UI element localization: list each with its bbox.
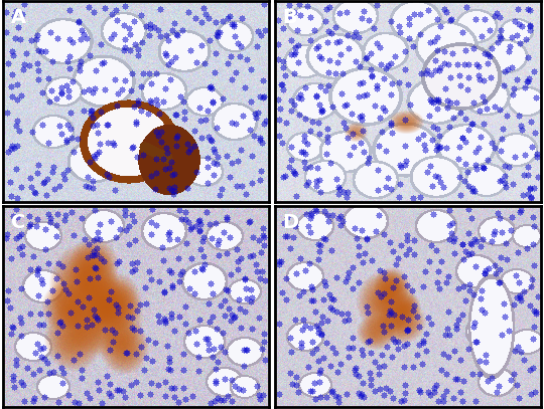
Text: C: C (11, 213, 25, 231)
Text: D: D (283, 213, 299, 231)
Text: A: A (11, 8, 26, 27)
Text: B: B (283, 8, 298, 27)
